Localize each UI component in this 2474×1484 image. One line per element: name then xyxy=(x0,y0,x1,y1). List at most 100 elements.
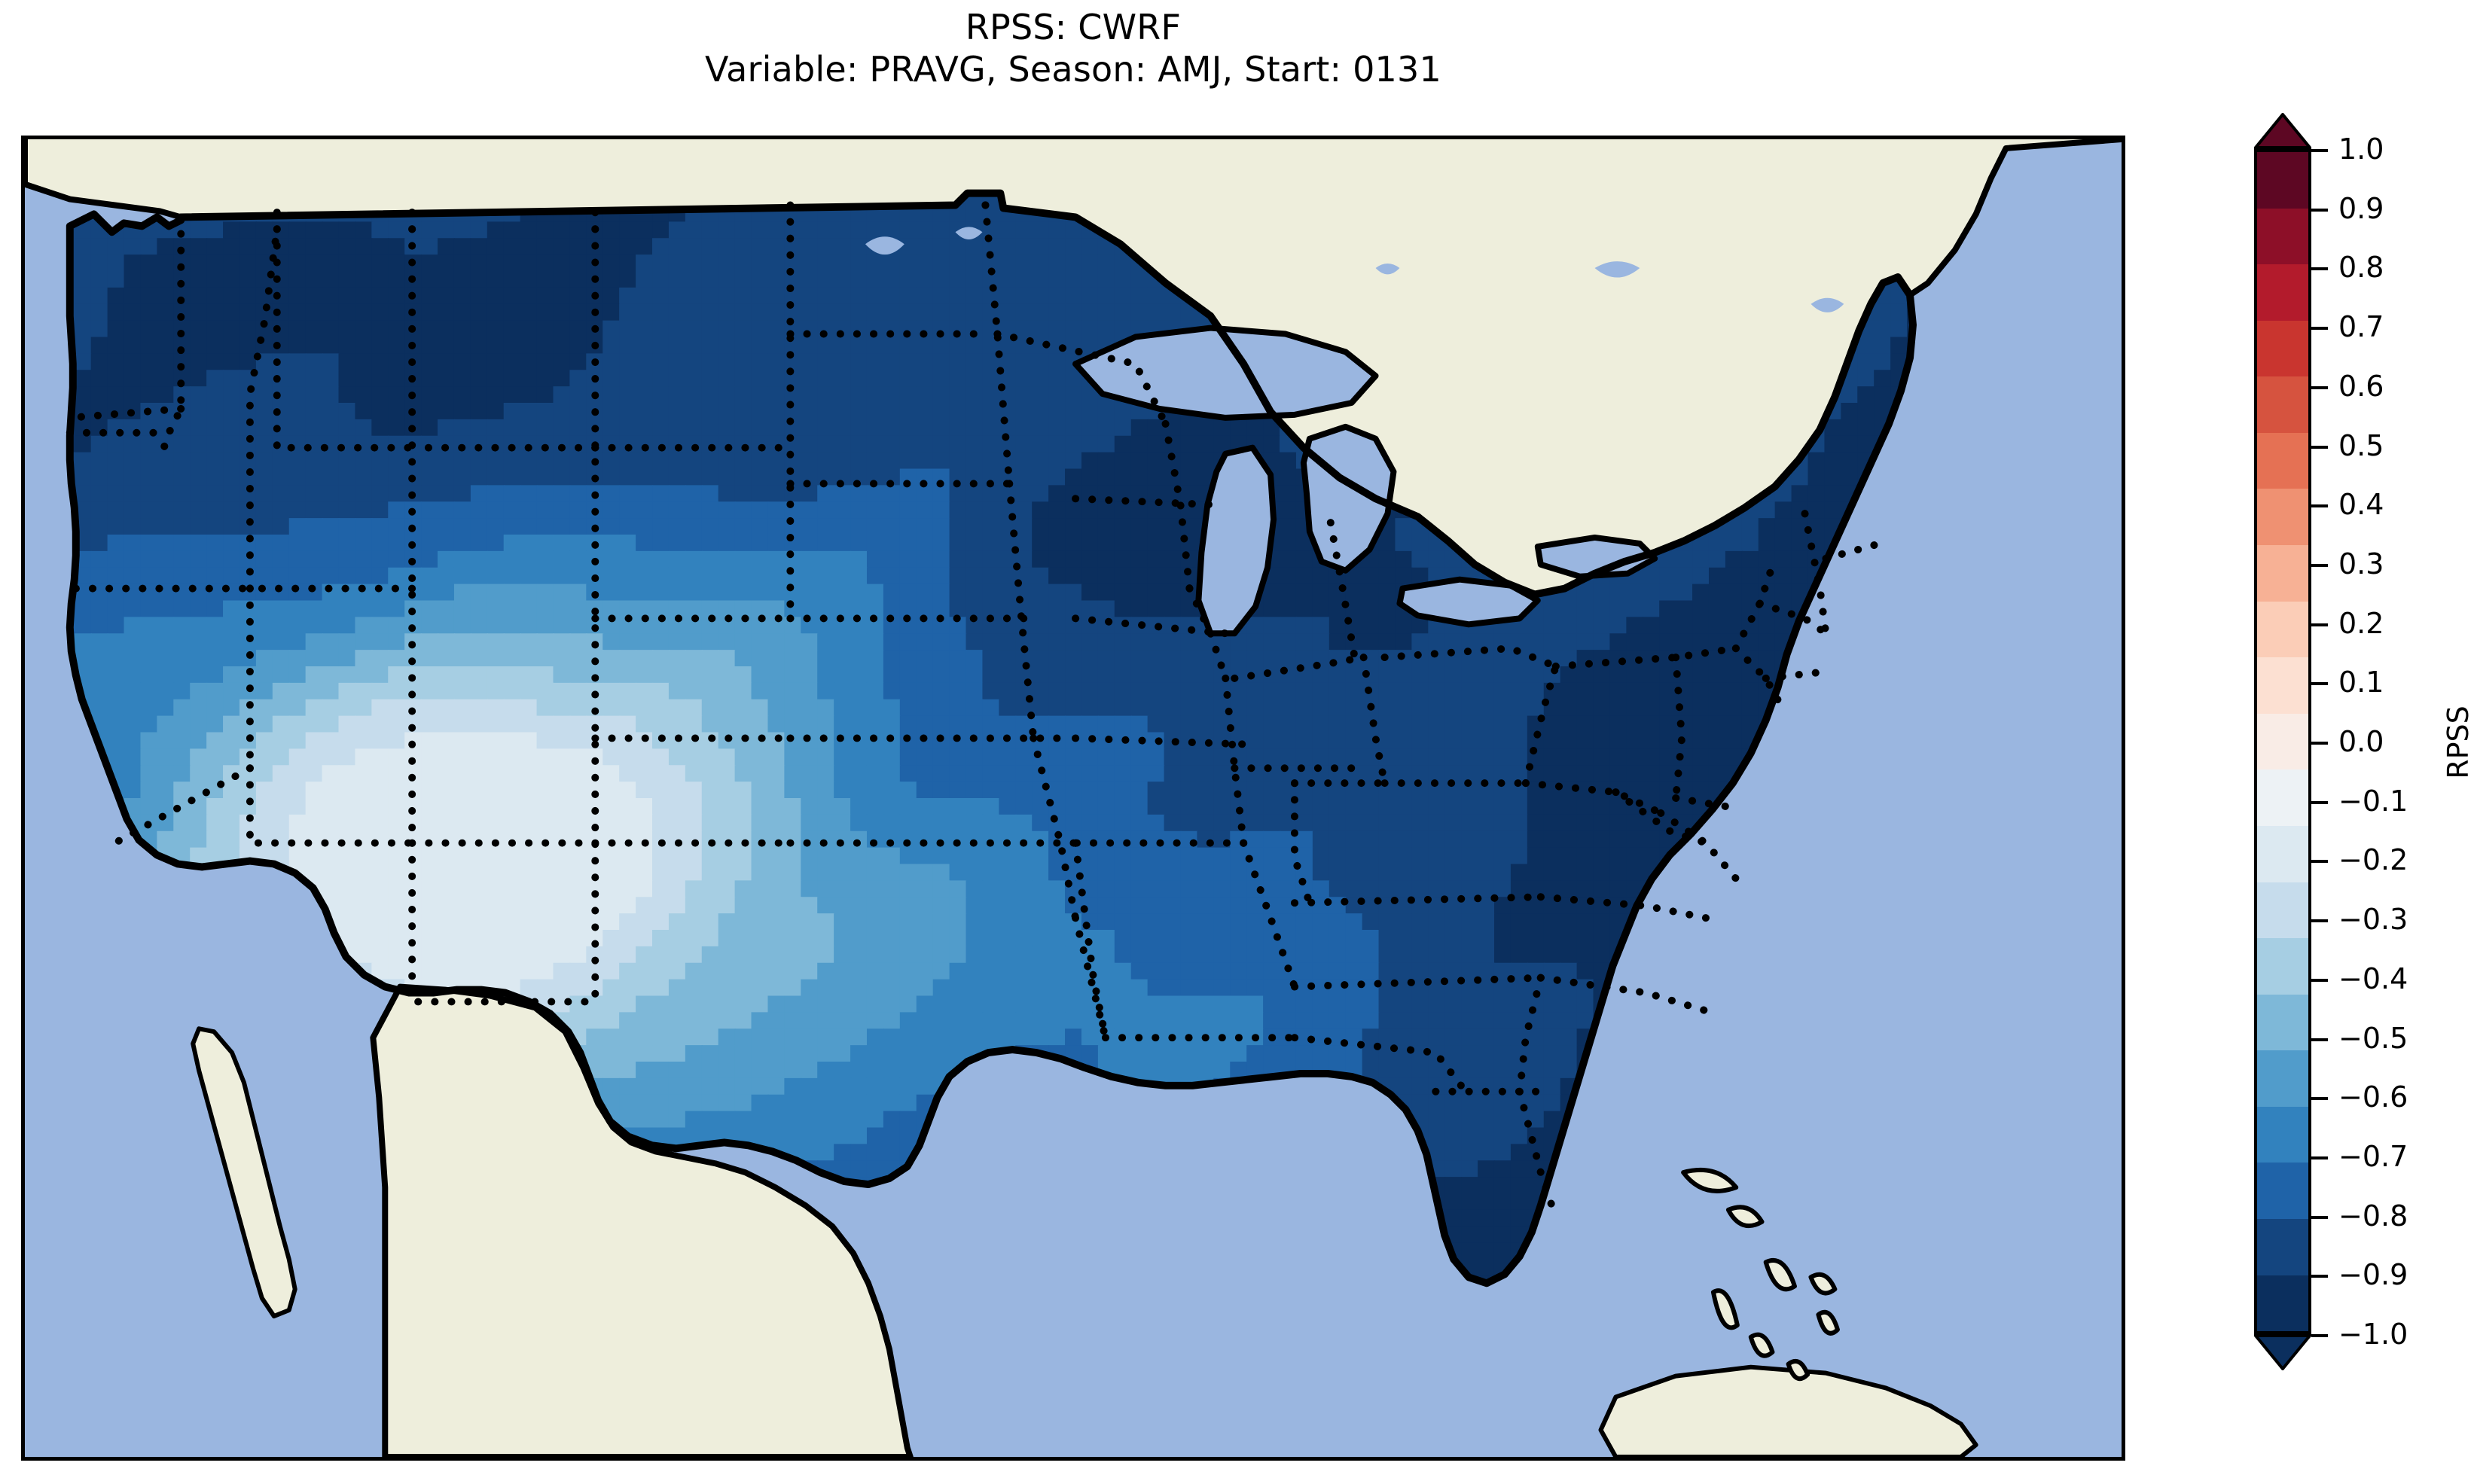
rpss-grid-cell xyxy=(1609,748,1627,766)
rpss-grid-cell xyxy=(899,419,917,437)
rpss-grid-cell xyxy=(453,682,472,700)
rpss-grid-cell xyxy=(685,600,703,618)
rpss-grid-cell xyxy=(322,600,340,618)
rpss-grid-cell xyxy=(767,518,786,536)
rpss-grid-cell xyxy=(734,419,752,437)
rpss-grid-cell xyxy=(173,633,191,651)
rpss-grid-cell xyxy=(438,419,456,437)
rpss-grid-cell xyxy=(1015,501,1033,520)
rpss-grid-cell xyxy=(834,633,852,651)
rpss-grid-cell xyxy=(1015,699,1033,717)
rpss-grid-cell xyxy=(1197,748,1215,766)
rpss-grid-cell xyxy=(1164,600,1182,618)
rpss-grid-cell xyxy=(1643,765,1661,783)
rpss-grid-cell xyxy=(652,584,670,602)
rpss-grid-cell xyxy=(801,254,819,273)
rpss-grid-cell xyxy=(206,699,224,717)
rpss-grid-cell xyxy=(1593,633,1611,651)
rpss-grid-cell xyxy=(74,320,92,338)
rpss-grid-cell xyxy=(866,535,885,553)
rpss-grid-cell xyxy=(834,403,852,421)
rpss-grid-cell xyxy=(999,271,1017,289)
rpss-grid-cell xyxy=(652,650,670,668)
rpss-grid-cell xyxy=(255,403,274,421)
rpss-grid-cell xyxy=(1197,435,1215,453)
rpss-grid-cell xyxy=(1147,633,1165,651)
rpss-grid-cell xyxy=(999,600,1017,618)
rpss-grid-cell xyxy=(1213,748,1231,766)
rpss-grid-cell xyxy=(1791,485,1809,503)
rpss-grid-cell xyxy=(751,452,769,470)
rpss-grid-cell xyxy=(124,699,142,717)
rpss-grid-cell xyxy=(734,271,752,289)
rpss-grid-cell xyxy=(1312,748,1330,766)
rpss-grid-cell xyxy=(553,715,571,733)
rpss-grid-cell xyxy=(1345,699,1363,717)
rpss-grid-cell xyxy=(999,650,1017,668)
rpss-grid-cell xyxy=(1065,535,1083,553)
rpss-grid-cell xyxy=(355,748,373,766)
rpss-grid-cell xyxy=(619,221,637,239)
rpss-grid-cell xyxy=(1114,715,1132,733)
rpss-grid-cell xyxy=(140,337,158,355)
rpss-grid-cell xyxy=(421,617,439,635)
rpss-grid-cell xyxy=(916,303,934,321)
rpss-grid-cell xyxy=(602,617,621,635)
rpss-grid-cell xyxy=(685,287,703,305)
rpss-grid-cell xyxy=(255,633,274,651)
rpss-grid-cell xyxy=(1725,732,1743,750)
rpss-grid-cell xyxy=(817,535,835,553)
rpss-grid-cell xyxy=(636,320,654,338)
rpss-grid-cell xyxy=(322,782,340,800)
rpss-grid-cell xyxy=(1032,748,1050,766)
rpss-grid-cell xyxy=(916,617,934,635)
rpss-grid-cell xyxy=(1114,550,1132,568)
rpss-grid-cell xyxy=(834,550,852,568)
rpss-grid-cell xyxy=(1626,748,1644,766)
rpss-grid-cell xyxy=(899,584,917,602)
rpss-grid-cell xyxy=(569,682,587,700)
rpss-grid-cell xyxy=(173,600,191,618)
rpss-grid-cell xyxy=(90,550,108,568)
rpss-grid-cell xyxy=(718,584,736,602)
rpss-grid-cell xyxy=(1065,254,1083,273)
rpss-grid-cell xyxy=(1741,633,1759,651)
rpss-grid-cell xyxy=(272,732,290,750)
rpss-grid-cell xyxy=(421,485,439,503)
rpss-grid-cell xyxy=(338,485,356,503)
rpss-grid-cell xyxy=(322,633,340,651)
rpss-grid-cell xyxy=(652,353,670,371)
rpss-grid-cell xyxy=(1609,600,1627,618)
rpss-grid-cell xyxy=(355,682,373,700)
rpss-grid-cell xyxy=(668,567,687,585)
rpss-grid-cell xyxy=(602,666,621,684)
rpss-grid-cell xyxy=(190,715,208,733)
rpss-grid-cell xyxy=(421,748,439,766)
rpss-grid-cell xyxy=(1857,386,1875,404)
title-line-1: RPSS: CWRF xyxy=(965,7,1182,47)
rpss-grid-cell xyxy=(1395,732,1413,750)
rpss-grid-cell xyxy=(734,699,752,717)
rpss-grid-cell xyxy=(982,617,1000,635)
rpss-grid-cell xyxy=(982,501,1000,520)
rpss-grid-cell xyxy=(1841,452,1859,470)
rpss-grid-cell xyxy=(1032,419,1050,437)
rpss-grid-cell xyxy=(569,600,587,618)
rpss-grid-cell xyxy=(255,221,274,239)
rpss-grid-cell xyxy=(685,386,703,404)
rpss-grid-cell xyxy=(850,550,868,568)
rpss-grid-cell xyxy=(701,584,719,602)
rpss-grid-cell xyxy=(619,485,637,503)
rpss-grid-cell xyxy=(305,666,323,684)
rpss-grid-cell xyxy=(636,386,654,404)
rpss-grid-cell xyxy=(652,550,670,568)
rpss-grid-cell xyxy=(223,650,241,668)
rpss-grid-cell xyxy=(916,765,934,783)
rpss-grid-cell xyxy=(388,732,406,750)
rpss-grid-cell xyxy=(90,452,108,470)
rpss-grid-cell xyxy=(124,501,142,520)
rpss-grid-cell xyxy=(90,600,108,618)
rpss-grid-cell xyxy=(1114,403,1132,421)
rpss-grid-cell xyxy=(949,600,967,618)
rpss-grid-cell xyxy=(569,765,587,783)
